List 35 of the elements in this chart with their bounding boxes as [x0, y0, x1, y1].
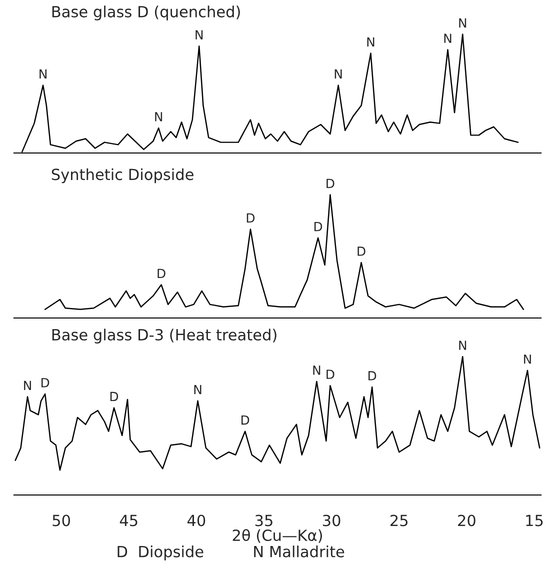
text: D Diopside N Malladrite: [118, 546, 344, 560]
annotation: N: [24, 380, 31, 390]
annotation: N: [313, 366, 320, 375]
annotation: D: [314, 222, 322, 232]
annotation: N: [196, 30, 203, 40]
annotation: N: [155, 112, 162, 122]
x-tick-label: 50: [52, 514, 70, 526]
x-tick-label: 35: [255, 514, 272, 526]
annotation: N: [367, 37, 374, 46]
annotation: N: [194, 385, 202, 394]
annotation: N: [444, 34, 452, 43]
x-tick-label: 20: [458, 514, 476, 526]
chart-title: Base glass D (quenched): [52, 6, 240, 20]
x-tick-label: 45: [120, 514, 138, 526]
chart-title: Base glass D-3 (Heat treated): [52, 328, 276, 344]
annotation: D: [358, 246, 366, 256]
x-axis-title: 2θ (Cu—Kα): [232, 529, 322, 543]
annotation: D: [326, 178, 334, 188]
annotation: N: [459, 340, 466, 350]
annotation: D: [110, 392, 118, 402]
annotation: D: [241, 415, 250, 425]
annotation: D: [158, 268, 166, 278]
chart-title: Synthetic Diopside: [52, 168, 194, 184]
annotation: D: [41, 378, 50, 388]
annotation: N: [334, 69, 342, 79]
annotation: D: [368, 371, 376, 380]
annotation: D: [246, 213, 255, 223]
x-tick-label: 40: [187, 514, 206, 526]
annotation: D: [326, 370, 334, 379]
annotation: N: [459, 18, 466, 28]
annotation: N: [40, 69, 46, 79]
x-tick-label: 25: [390, 514, 408, 526]
annotation: N: [524, 354, 531, 364]
x-tick-label: 15: [526, 514, 543, 526]
x-tick-label: 30: [322, 514, 340, 526]
